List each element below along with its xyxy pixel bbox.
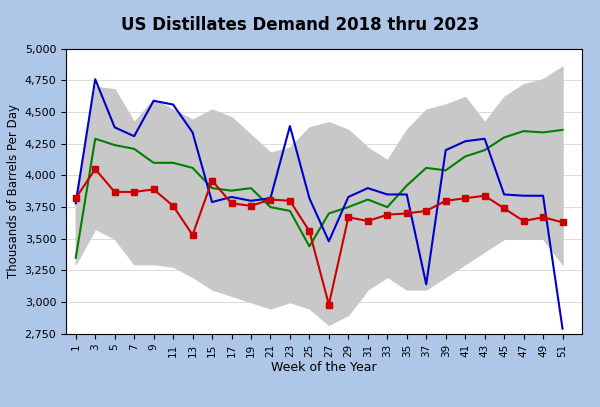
- 5 Year Average: [481, 148, 488, 153]
- 5 Year Average: [345, 205, 352, 210]
- 2023: [383, 212, 391, 217]
- 5 Year Average: [169, 160, 176, 165]
- 2023: [169, 204, 176, 208]
- 5 Year Average: [286, 208, 293, 213]
- 2023: [72, 196, 79, 201]
- 2022: [228, 195, 235, 199]
- 2022: [247, 198, 254, 203]
- 2022: [208, 199, 215, 204]
- 2023: [92, 167, 99, 172]
- 5 Year Average: [247, 186, 254, 190]
- 5 Year Average: [228, 188, 235, 193]
- 2023: [481, 193, 488, 198]
- 5 Year Average: [403, 183, 410, 188]
- 2022: [169, 102, 176, 107]
- Line: 2023: 2023: [73, 166, 565, 307]
- 2023: [539, 215, 547, 220]
- 2023: [131, 190, 138, 195]
- 2023: [208, 178, 215, 183]
- 2022: [189, 130, 196, 135]
- 5 Year Average: [131, 147, 138, 151]
- 2022: [442, 148, 449, 153]
- 2022: [131, 134, 138, 139]
- 2022: [520, 193, 527, 198]
- 5 Year Average: [72, 255, 79, 260]
- 2022: [559, 326, 566, 331]
- 2022: [383, 192, 391, 197]
- 5 Year Average: [208, 186, 215, 190]
- 5 Year Average: [422, 165, 430, 170]
- 5 Year Average: [150, 160, 157, 165]
- 2022: [267, 196, 274, 201]
- 2022: [461, 139, 469, 144]
- 2023: [286, 198, 293, 203]
- 2022: [111, 125, 118, 130]
- 2023: [520, 219, 527, 223]
- 2023: [500, 206, 508, 211]
- 5 Year Average: [383, 205, 391, 210]
- 2023: [267, 197, 274, 202]
- 5 Year Average: [442, 168, 449, 173]
- 2022: [306, 196, 313, 201]
- 2022: [150, 98, 157, 103]
- 5 Year Average: [92, 136, 99, 141]
- 5 Year Average: [500, 135, 508, 140]
- 2023: [442, 198, 449, 203]
- Y-axis label: Thousands of Barrels Per Day: Thousands of Barrels Per Day: [7, 104, 20, 278]
- 2022: [325, 239, 332, 244]
- 2022: [72, 201, 79, 206]
- 2023: [559, 220, 566, 225]
- 2023: [228, 201, 235, 206]
- 2023: [325, 302, 332, 307]
- 2022: [345, 195, 352, 199]
- 2023: [189, 232, 196, 237]
- 5 Year Average: [111, 142, 118, 147]
- 2023: [306, 229, 313, 234]
- Text: US Distillates Demand 2018 thru 2023: US Distillates Demand 2018 thru 2023: [121, 16, 479, 34]
- 5 Year Average: [539, 130, 547, 135]
- 2022: [539, 193, 547, 198]
- 5 Year Average: [559, 127, 566, 132]
- 2023: [150, 187, 157, 192]
- 2022: [286, 124, 293, 129]
- 2022: [422, 282, 430, 287]
- Line: 5 Year Average: 5 Year Average: [76, 130, 563, 258]
- 2023: [247, 204, 254, 208]
- 2022: [481, 136, 488, 141]
- 2022: [403, 192, 410, 197]
- 5 Year Average: [461, 154, 469, 159]
- 5 Year Average: [306, 244, 313, 249]
- 5 Year Average: [189, 165, 196, 170]
- 2023: [364, 219, 371, 223]
- 5 Year Average: [267, 205, 274, 210]
- X-axis label: Week of the Year: Week of the Year: [271, 361, 377, 374]
- 2022: [92, 77, 99, 82]
- 5 Year Average: [520, 129, 527, 133]
- 2023: [345, 215, 352, 220]
- 2022: [364, 186, 371, 190]
- 5 Year Average: [364, 197, 371, 202]
- Line: 2022: 2022: [76, 79, 563, 329]
- 2023: [111, 190, 118, 195]
- 2023: [461, 196, 469, 201]
- 2022: [500, 192, 508, 197]
- 2023: [403, 211, 410, 216]
- 2023: [422, 208, 430, 213]
- 5 Year Average: [325, 211, 332, 216]
